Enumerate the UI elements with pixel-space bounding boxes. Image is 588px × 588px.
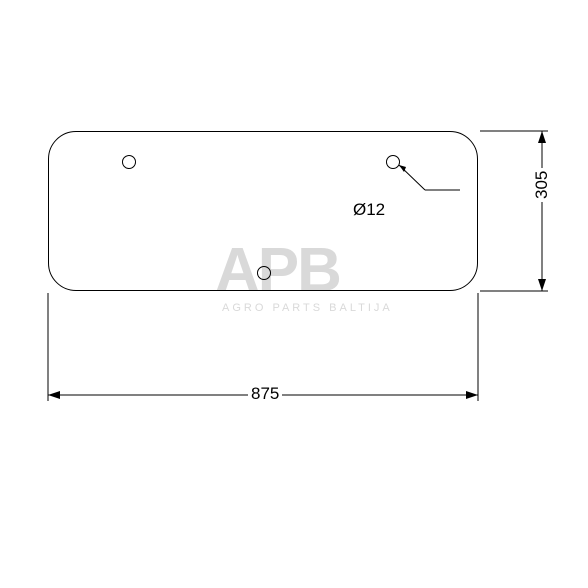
watermark-subtitle: AGRO PARTS BALTIJA	[222, 302, 393, 314]
hole-bottom	[257, 266, 271, 280]
height-value: 305	[532, 171, 551, 199]
dimension-height-value: 305	[532, 168, 552, 202]
technical-drawing: APB AGRO PARTS BALTIJA Ø12 875	[0, 0, 588, 588]
hole-diameter-label: Ø12	[353, 200, 385, 220]
diameter-text: Ø12	[353, 200, 385, 219]
dimension-width-value: 875	[248, 384, 282, 404]
hole-top-left	[122, 155, 136, 169]
watermark-sub-text: AGRO PARTS BALTIJA	[222, 302, 393, 314]
width-value: 875	[251, 384, 279, 403]
hole-top-right	[386, 155, 400, 169]
